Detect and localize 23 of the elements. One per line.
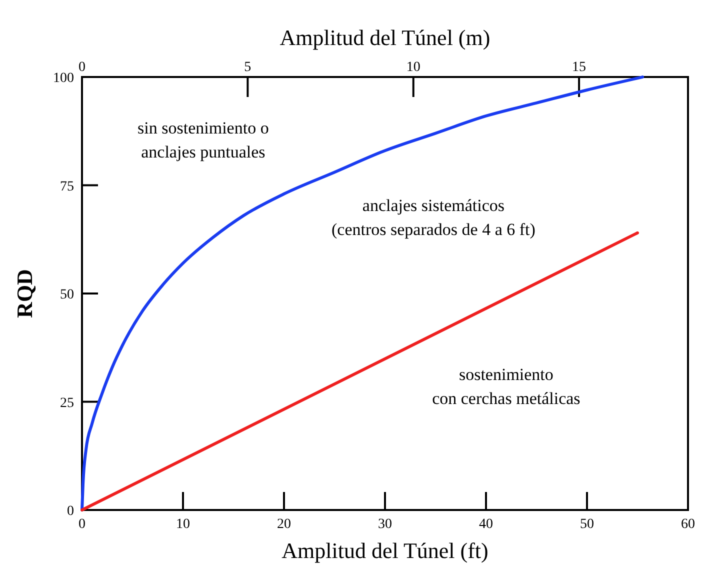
x2-tick-label: 10	[406, 60, 420, 75]
x-tick-label: 30	[378, 517, 392, 532]
x2-tick-label: 0	[78, 60, 86, 75]
x-tick-label: 0	[78, 517, 86, 532]
y-axis-title: RQD	[12, 269, 37, 318]
annotation: sostenimiento con cerchas metálicas	[432, 365, 580, 408]
x-tick-label: 20	[277, 517, 291, 532]
y-tick-label: 25	[60, 396, 74, 411]
x-axis-title: Amplitud del Túnel (ft)	[282, 538, 488, 563]
x2-tick-label: 15	[572, 60, 586, 75]
annotation: sin sostenimiento o anclajes puntuales	[138, 118, 269, 162]
x-tick-label: 40	[479, 517, 493, 532]
y-tick-label: 50	[60, 288, 74, 302]
y-tick-label: 75	[60, 179, 74, 194]
x-tick-label: 10	[176, 517, 190, 532]
x-tick-label: 60	[681, 517, 695, 532]
y-tick-label: 100	[53, 71, 74, 86]
x2-tick-label: 5	[244, 60, 252, 75]
x-tick-label: 50	[580, 517, 594, 532]
x2-axis-title: Amplitud del Túnel (m)	[280, 25, 490, 50]
line-series	[80, 76, 644, 512]
annotation: anclajes sistemáticos (centros separados de 4 a 6 ft)	[332, 196, 536, 240]
y-tick-label: 0	[67, 504, 74, 519]
